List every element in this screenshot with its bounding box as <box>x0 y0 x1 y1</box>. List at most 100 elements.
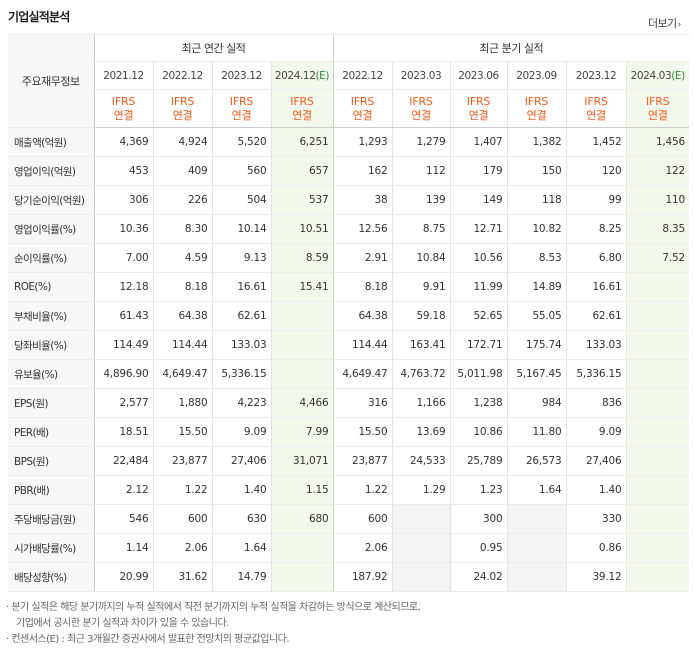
value-cell <box>270 330 333 360</box>
period-header: 2024.12(E) <box>270 61 333 90</box>
value-cell: 20.99 <box>93 562 153 592</box>
value-cell: 10.82 <box>506 214 566 244</box>
value-cell: 12.56 <box>332 214 392 244</box>
value-cell: 8.75 <box>391 214 450 244</box>
row-label: 당좌비율(%) <box>8 330 94 360</box>
value-cell: 7.52 <box>625 243 689 273</box>
value-cell: 537 <box>270 185 333 215</box>
table-row: 매출액(억원) 4,369 4,924 5,520 6,251 1,293 1,279 1,4… <box>8 127 689 157</box>
value-cell: 22,484 <box>93 446 153 476</box>
consolidated-label: 연결 <box>231 108 252 122</box>
financial-table: 주요재무정보 최근 연간 실적 최근 분기 실적 2021.12 2022.12 2… <box>8 34 689 592</box>
period-header: 2023.06 <box>449 61 507 90</box>
ifrs-label: IFRS <box>409 94 433 108</box>
value-cell: 139 <box>391 185 450 215</box>
value-cell: 133.03 <box>565 330 626 360</box>
value-cell: 2.91 <box>332 243 392 273</box>
row-label: 시가배당률(%) <box>8 533 94 563</box>
value-cell: 4.59 <box>152 243 212 273</box>
table-row: PER(배) 18.51 15.50 9.09 7.99 15.50 13.69 10.86 1… <box>8 417 689 447</box>
value-cell: 11.99 <box>449 272 507 302</box>
header-annual-group: 최근 연간 실적 <box>93 34 333 62</box>
more-label: 더보기 <box>648 17 677 30</box>
value-cell: 14.89 <box>506 272 566 302</box>
value-cell: 10.14 <box>211 214 271 244</box>
row-label: EPS(원) <box>8 388 94 418</box>
value-cell: 5,011.98 <box>449 359 507 389</box>
value-cell: 11.80 <box>506 417 566 447</box>
value-cell: 4,649.47 <box>332 359 392 389</box>
value-cell: 150 <box>506 156 566 186</box>
ifrs-label: IFRS <box>170 94 195 108</box>
value-cell: 1.64 <box>211 533 271 563</box>
table-row: 당기순이익(억원) 306 226 504 537 38 139 149 118 99 110 <box>8 185 689 215</box>
row-label: 영업이익(억원) <box>8 156 94 186</box>
ifrs-header: IFRS 연결 <box>565 89 626 128</box>
value-cell <box>391 562 450 592</box>
value-cell <box>506 504 566 534</box>
row-label: 영업이익률(%) <box>8 214 94 244</box>
ifrs-header: IFRS 연결 <box>506 89 566 128</box>
row-label: PER(배) <box>8 417 94 447</box>
table-row: 당좌비율(%) 114.49 114.44 133.03 114.44 163.41 172… <box>8 330 689 360</box>
ifrs-label: IFRS <box>466 94 491 108</box>
period-header: 2023.09 <box>506 61 566 90</box>
consolidated-label: 연결 <box>526 108 547 122</box>
value-cell: 1.64 <box>506 475 566 505</box>
value-cell: 4,763.72 <box>391 359 450 389</box>
value-cell: 110 <box>625 185 689 215</box>
value-cell: 10.51 <box>270 214 333 244</box>
period-header: 2023.12 <box>211 61 271 90</box>
more-link[interactable]: 더보기› <box>648 15 681 31</box>
value-cell <box>391 504 450 534</box>
value-cell: 4,896.90 <box>93 359 153 389</box>
value-cell: 31,071 <box>270 446 333 476</box>
value-cell: 5,520 <box>211 127 271 157</box>
value-cell: 8.18 <box>332 272 392 302</box>
consolidated-label: 연결 <box>172 108 193 122</box>
value-cell <box>391 533 450 563</box>
table-row: 주당배당금(원) 546 600 630 680 600 300 330 <box>8 504 689 534</box>
table-row: 부채비율(%) 61.43 64.38 62.61 64.38 59.18 52.65 55.… <box>8 301 689 331</box>
value-cell: 175.74 <box>506 330 566 360</box>
value-cell: 64.38 <box>332 301 392 331</box>
value-cell <box>625 475 689 505</box>
row-label: ROE(%) <box>8 272 94 302</box>
value-cell: 61.43 <box>93 301 153 331</box>
row-label: 유보율(%) <box>8 359 94 389</box>
value-cell: 1.14 <box>93 533 153 563</box>
value-cell: 6.80 <box>565 243 626 273</box>
value-cell <box>506 562 566 592</box>
value-cell: 560 <box>211 156 271 186</box>
value-cell: 2.06 <box>152 533 212 563</box>
value-cell: 1,293 <box>332 127 392 157</box>
value-cell <box>270 359 333 389</box>
value-cell: 10.36 <box>93 214 153 244</box>
period-header: 2022.12 <box>152 61 212 90</box>
value-cell: 31.62 <box>152 562 212 592</box>
value-cell: 330 <box>565 504 626 534</box>
row-label: 배당성향(%) <box>8 562 94 592</box>
value-cell: 112 <box>391 156 450 186</box>
value-cell: 8.53 <box>506 243 566 273</box>
value-cell: 114.49 <box>93 330 153 360</box>
row-label: 주당배당금(원) <box>8 504 94 534</box>
value-cell: 836 <box>565 388 626 418</box>
value-cell: 453 <box>93 156 153 186</box>
value-cell: 9.09 <box>211 417 271 447</box>
value-cell: 300 <box>449 504 507 534</box>
value-cell: 226 <box>152 185 212 215</box>
value-cell: 12.18 <box>93 272 153 302</box>
footnote-1: · 분기 실적은 해당 분기까지의 누적 실적에서 직전 분기까지의 누적 실적… <box>6 602 421 613</box>
value-cell: 984 <box>506 388 566 418</box>
value-cell: 122 <box>625 156 689 186</box>
value-cell: 8.59 <box>270 243 333 273</box>
value-cell <box>625 272 689 302</box>
row-label: 매출액(억원) <box>8 127 94 157</box>
row-label: 부채비율(%) <box>8 301 94 331</box>
period-header: 2022.12 <box>332 61 392 90</box>
value-cell: 18.51 <box>93 417 153 447</box>
value-cell: 15.50 <box>332 417 392 447</box>
consolidated-label: 연결 <box>352 108 373 122</box>
ifrs-header: IFRS 연결 <box>93 89 153 128</box>
